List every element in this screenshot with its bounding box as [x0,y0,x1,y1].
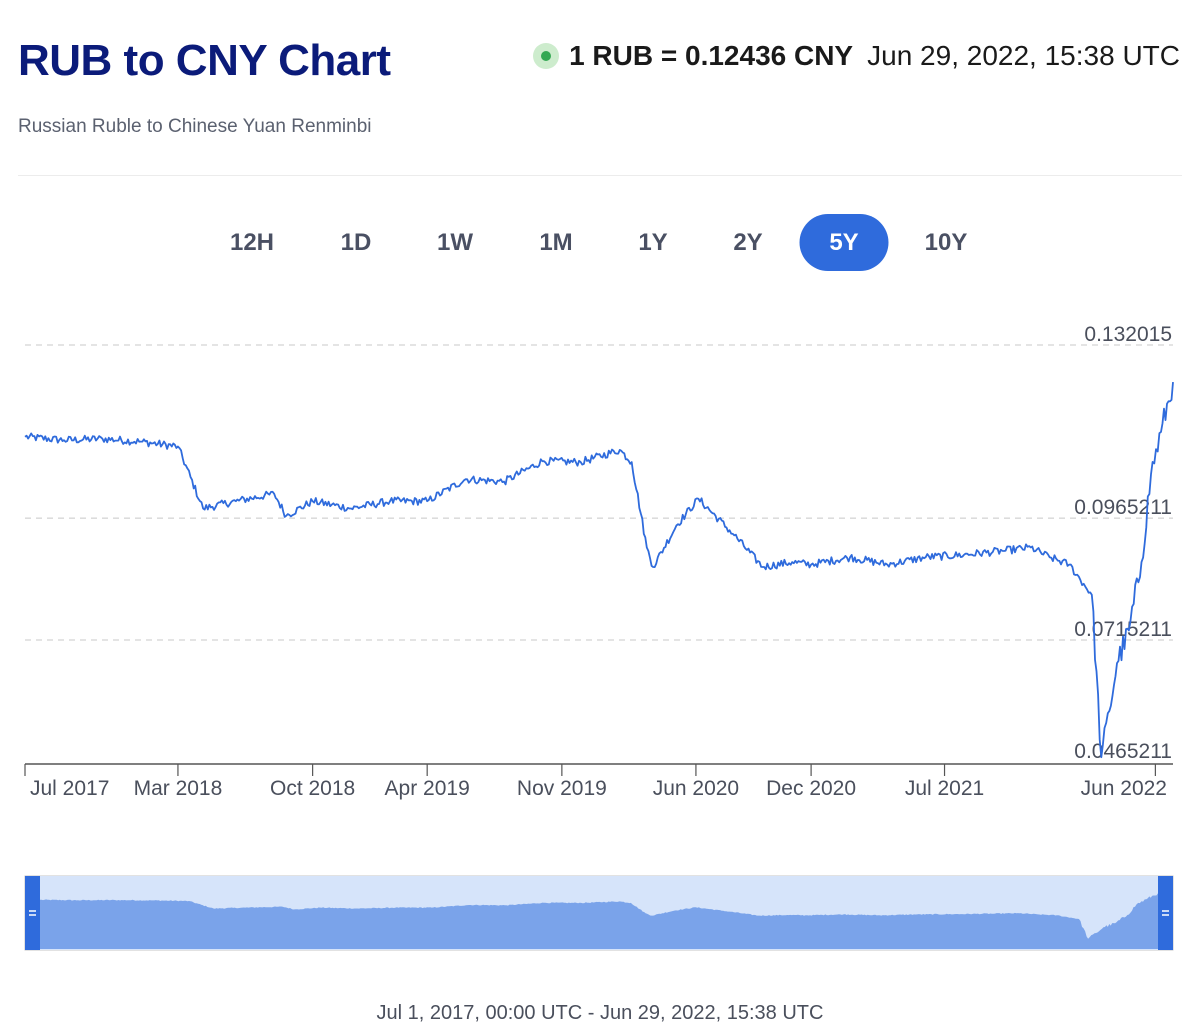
rate-value: 1 RUB = 0.12436 CNY [569,40,854,71]
live-status-icon [533,43,560,69]
navigator-area [40,893,1158,949]
page-title: RUB to CNY Chart [18,36,391,85]
rate-chart: 0.132015 0.0965211 0.0715211 0.0465211 Jul … [24,323,1174,951]
x-tick-label: Jun 2020 [653,777,739,800]
navigator[interactable] [24,875,1174,951]
navigator-left-handle[interactable] [25,876,40,950]
divider [18,175,1182,176]
x-tick-label: Jul 2021 [905,777,984,800]
x-tick-label: Apr 2019 [385,777,470,800]
x-tick-label: Jul 2017 [30,777,109,800]
x-tick-label: Oct 2018 [270,777,355,800]
x-axis-ticks: Jul 2017 Mar 2018 Oct 2018 Apr 2019 Nov 2019… [24,764,1167,800]
range-1y-button[interactable]: 1Y [638,228,668,256]
range-selector: 12H 1D 1W 1M 1Y 2Y 5Y 10Y [0,214,1200,271]
y-axis-labels: 0.132015 0.0965211 0.0715211 0.0465211 [1074,323,1172,763]
navigator-right-handle[interactable] [1158,876,1173,950]
range-1w-button[interactable]: 1W [437,228,473,256]
range-2y-button[interactable]: 2Y [733,228,763,256]
live-rate: 1 RUB = 0.12436 CNY Jun 29, 2022, 15:38 … [533,40,1180,72]
y-tick-label: 0.132015 [1084,323,1172,346]
rate-timestamp: Jun 29, 2022, 15:38 UTC [867,40,1180,71]
series-line [24,382,1174,759]
x-tick-label: Dec 2020 [766,777,856,800]
y-tick-label: 0.0965211 [1074,496,1172,519]
navigator-range-label: Jul 1, 2017, 00:00 UTC - Jun 29, 2022, 1… [376,1002,824,1024]
range-5y-button[interactable]: 5Y [799,214,889,271]
x-tick-label: Jun 2022 [1081,777,1167,800]
range-1m-button[interactable]: 1M [539,228,573,256]
x-tick-label: Nov 2019 [517,777,607,800]
range-12h-button[interactable]: 12H [229,228,275,256]
y-tick-label: 0.0465211 [1074,740,1172,763]
x-tick-label: Mar 2018 [134,777,223,800]
gridlines [25,344,1173,641]
range-1d-button[interactable]: 1D [340,228,372,256]
page-subtitle: Russian Ruble to Chinese Yuan Renminbi [18,116,372,137]
y-tick-label: 0.0715211 [1074,618,1172,641]
range-10y-button[interactable]: 10Y [924,228,968,256]
